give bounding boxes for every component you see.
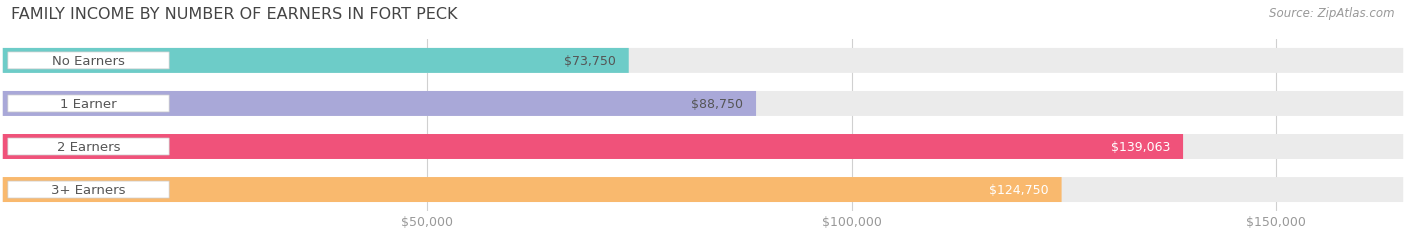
FancyBboxPatch shape [3,177,1403,202]
Text: 3+ Earners: 3+ Earners [51,183,125,196]
FancyBboxPatch shape [8,53,169,70]
Text: $88,750: $88,750 [692,97,744,110]
FancyBboxPatch shape [3,49,1403,74]
FancyBboxPatch shape [3,134,1403,159]
Text: $124,750: $124,750 [990,183,1049,196]
Text: FAMILY INCOME BY NUMBER OF EARNERS IN FORT PECK: FAMILY INCOME BY NUMBER OF EARNERS IN FO… [11,7,458,22]
FancyBboxPatch shape [8,138,169,155]
FancyBboxPatch shape [3,91,756,116]
FancyBboxPatch shape [3,134,1182,159]
Text: No Earners: No Earners [52,55,125,68]
Text: $73,750: $73,750 [564,55,616,68]
Text: 2 Earners: 2 Earners [56,140,121,153]
FancyBboxPatch shape [3,177,1062,202]
Text: 1 Earner: 1 Earner [60,97,117,110]
FancyBboxPatch shape [8,96,169,112]
FancyBboxPatch shape [8,181,169,198]
Text: $139,063: $139,063 [1111,140,1170,153]
FancyBboxPatch shape [3,91,1403,116]
Text: Source: ZipAtlas.com: Source: ZipAtlas.com [1270,7,1395,20]
FancyBboxPatch shape [3,49,628,74]
